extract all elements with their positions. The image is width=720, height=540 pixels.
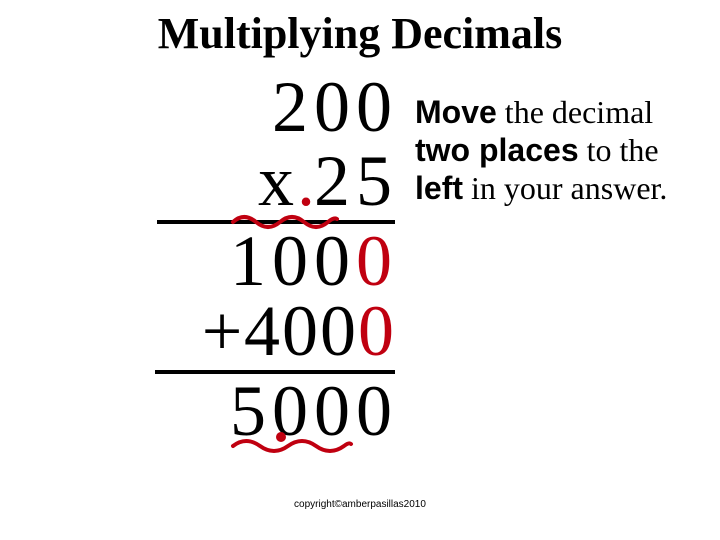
text: in your answer. xyxy=(463,170,667,206)
math-multiplication: 2 0 0 x . 2 5 1 0 0 0 + 4 0 0 0 5 0 0 0 xyxy=(115,70,395,448)
decimal-point: . xyxy=(297,144,311,218)
row-partial-2: + 4 0 0 0 xyxy=(115,294,395,368)
squiggle-icon xyxy=(230,438,354,456)
digit: 0 xyxy=(269,224,311,298)
row-partial-1: 1 0 0 0 xyxy=(115,224,395,298)
bold-word: Move xyxy=(415,94,497,130)
digit: 1 xyxy=(227,224,269,298)
bold-word: left xyxy=(415,170,463,206)
decimal-dot-icon xyxy=(276,432,286,442)
text: to the xyxy=(579,132,659,168)
digit: 0 xyxy=(353,374,395,448)
row-multiplier: x . 2 5 xyxy=(115,144,395,218)
digit: 0 xyxy=(311,224,353,298)
page-title: Multiplying Decimals xyxy=(0,8,720,59)
row-multiplicand: 2 0 0 xyxy=(115,70,395,144)
digit-placeholder: 0 xyxy=(357,294,395,368)
text: the decimal xyxy=(497,94,653,130)
instruction-text: Move the decimal two places to the left … xyxy=(415,93,675,207)
digit: 5 xyxy=(227,374,269,448)
digit: 0 xyxy=(311,70,353,144)
copyright-text: copyright©amberpasillas2010 xyxy=(0,499,720,510)
digit: 4 xyxy=(243,294,281,368)
digit: 0 xyxy=(319,294,357,368)
digit: 0 xyxy=(353,70,395,144)
bold-word: two places xyxy=(415,132,579,168)
digit: 2 xyxy=(311,144,353,218)
plus-op: + xyxy=(201,294,243,368)
digit-placeholder: 0 xyxy=(353,224,395,298)
times-op: x xyxy=(255,144,297,218)
digit: 2 xyxy=(269,70,311,144)
digit: 0 xyxy=(311,374,353,448)
squiggle-icon xyxy=(230,214,340,232)
row-product: 5 0 0 0 xyxy=(115,374,395,448)
digit: 0 xyxy=(281,294,319,368)
digit: 5 xyxy=(353,144,395,218)
